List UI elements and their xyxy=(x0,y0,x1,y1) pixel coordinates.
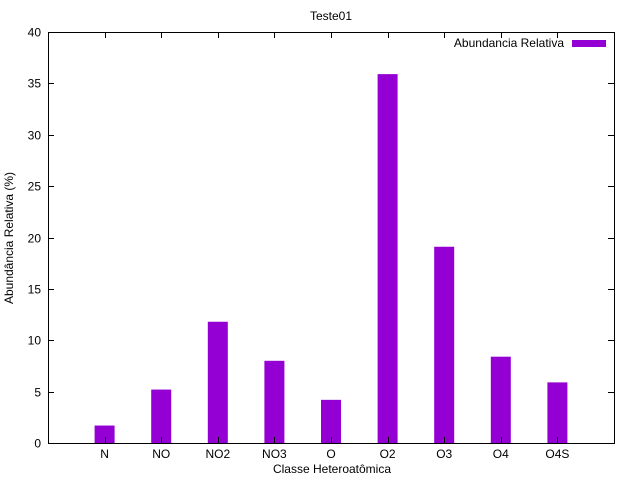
x-tick-label: NO3 xyxy=(262,447,287,461)
bar-o2 xyxy=(377,74,398,443)
x-tick-label: O4 xyxy=(493,447,509,461)
x-tick-label: O xyxy=(326,447,335,461)
y-tick-label: 30 xyxy=(28,129,42,143)
legend: Abundancia Relativa xyxy=(454,36,606,50)
bar-no2 xyxy=(207,321,228,443)
bars xyxy=(94,74,568,443)
x-tick-label: N xyxy=(100,447,109,461)
x-axis-ticks: N NO NO2 NO3 O O2 O3 O4 O4S xyxy=(100,32,569,461)
x-tick-label: NO xyxy=(152,447,170,461)
bar-o3 xyxy=(434,246,455,443)
x-axis-label: Classe Heteroatômica xyxy=(273,462,391,476)
x-tick-label: O3 xyxy=(436,447,452,461)
y-tick-label: 35 xyxy=(28,77,42,91)
y-tick-label: 10 xyxy=(28,334,42,348)
x-tick-label: O4S xyxy=(545,447,569,461)
bar-n xyxy=(94,425,115,443)
y-tick-label: 20 xyxy=(28,232,42,246)
y-tick-label: 0 xyxy=(34,437,41,451)
y-tick-label: 15 xyxy=(28,283,42,297)
y-tick-label: 25 xyxy=(28,180,42,194)
x-tick-label: NO2 xyxy=(205,447,230,461)
y-axis-label: Abundância Relativa (%) xyxy=(2,172,16,304)
bar-o xyxy=(321,399,341,443)
y-tick-label: 40 xyxy=(28,26,42,40)
x-tick-label: O2 xyxy=(380,447,396,461)
bar-no xyxy=(151,389,172,443)
legend-swatch xyxy=(572,40,606,47)
legend-label: Abundancia Relativa xyxy=(454,36,564,50)
plot-area-border xyxy=(48,32,615,444)
bar-no3 xyxy=(264,360,285,443)
bar-o4s xyxy=(547,382,568,443)
bar-o4 xyxy=(490,356,511,443)
y-axis-ticks: 0 5 10 15 20 25 30 35 40 xyxy=(28,26,614,451)
chart-title: Teste01 xyxy=(310,9,352,23)
y-tick-label: 5 xyxy=(34,386,41,400)
